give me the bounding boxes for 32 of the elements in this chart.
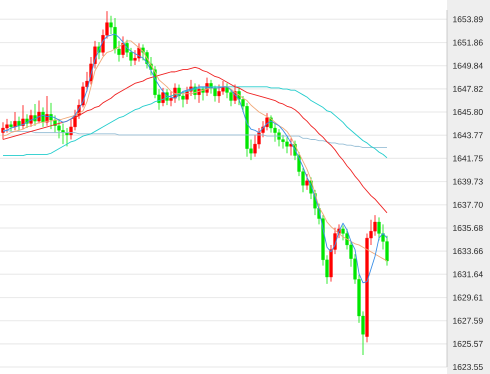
y-tick-label: 1639.73 — [453, 178, 483, 185]
y-tick-label: 1643.77 — [453, 132, 483, 138]
y-tick-label: 1637.70 — [453, 202, 483, 208]
y-tick-label: 1627.59 — [453, 318, 483, 324]
y-tick-label: 1623.55 — [453, 364, 483, 370]
candlestick — [37, 100, 41, 124]
candlestick — [305, 173, 309, 190]
candlestick — [121, 36, 125, 59]
y-tick-label: 1625.57 — [453, 340, 483, 347]
candlestick — [285, 136, 289, 154]
y-tick-label: 1631.64 — [453, 271, 483, 278]
candlestick — [13, 112, 17, 131]
candlestick — [33, 104, 37, 126]
candlestick — [197, 84, 201, 104]
y-tick-label: 1635.68 — [453, 224, 483, 231]
candlestick — [21, 104, 25, 130]
y-tick-label: 1641.75 — [453, 155, 483, 162]
candlestick — [217, 84, 221, 104]
candlestick — [17, 116, 21, 131]
candlestick — [61, 123, 65, 144]
candlestick — [49, 102, 53, 130]
y-tick-label: 1633.66 — [453, 248, 483, 254]
y-tick-label: 1647.82 — [453, 86, 483, 92]
y-tick-label: 1649.84 — [453, 62, 483, 69]
y-tick-label: 1645.80 — [453, 109, 483, 115]
candlestick — [137, 42, 141, 62]
candlestick — [29, 109, 33, 128]
y-tick-label: 1651.86 — [453, 40, 483, 46]
candlestick — [9, 120, 13, 132]
candlestick — [65, 128, 69, 147]
y-tick-label: 1629.61 — [453, 294, 483, 301]
y-tick-label: 1653.89 — [453, 16, 483, 22]
